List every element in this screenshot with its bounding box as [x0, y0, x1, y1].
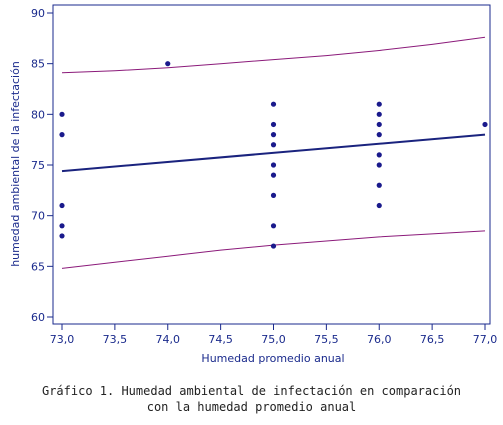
data-point: [270, 223, 277, 229]
data-point: [270, 162, 277, 168]
data-point: [376, 121, 382, 128]
data-point: [270, 192, 277, 198]
y-axis-label: humedad ambiental de la infectación: [9, 61, 22, 267]
y-tick-label: 85: [31, 58, 45, 71]
scatter-chart: 73,0 73,5 74,0 74,5 75,0 75,5 76,0 76,5 77,0 606…: [9, 4, 498, 365]
data-point: [270, 121, 277, 128]
y-axis-ticks: 60 65 70 75 80 85 90: [31, 7, 53, 324]
data-point: [270, 172, 277, 178]
regression-line-group: [61, 133, 486, 173]
y-tick-label: 75: [31, 159, 45, 172]
data-point: [270, 132, 277, 138]
data-point: [482, 121, 488, 128]
data-point: [59, 132, 65, 138]
data-points: [59, 61, 488, 249]
data-point: [165, 61, 171, 67]
caption-line-1: Gráfico 1. Humedad ambiental de infectac…: [41, 384, 462, 398]
data-point: [270, 243, 277, 249]
x-tick-label: 77,0: [473, 333, 498, 346]
x-tick-label: 76,0: [367, 333, 392, 346]
y-tick-label: 80: [31, 108, 45, 121]
data-point: [59, 233, 65, 239]
data-point: [376, 202, 382, 209]
x-axis-label: Humedad promedio anual: [201, 352, 344, 365]
regression-line: [61, 133, 486, 173]
y-tick-label: 90: [31, 7, 45, 20]
data-point: [59, 202, 65, 209]
data-point: [270, 101, 277, 107]
y-tick-label: 65: [31, 260, 45, 273]
data-point: [270, 142, 277, 148]
data-point: [376, 132, 382, 138]
data-point: [59, 111, 65, 117]
x-tick-label: 73,0: [50, 333, 75, 346]
x-tick-label: 75,5: [314, 333, 339, 346]
data-point: [376, 111, 382, 117]
x-axis-ticks: 73,0 73,5 74,0 74,5 75,0 75,5 76,0 76,5 77,0: [50, 324, 498, 346]
data-point: [59, 223, 65, 229]
data-point: [376, 162, 382, 168]
data-point: [376, 182, 382, 188]
x-tick-label: 74,5: [208, 333, 233, 346]
y-tick-label: 70: [31, 210, 45, 223]
x-tick-label: 76,5: [420, 333, 445, 346]
y-tick-label: 60: [31, 311, 45, 324]
x-tick-label: 74,0: [156, 333, 181, 346]
caption-line-2: con la humedad promedio anual: [146, 400, 357, 414]
x-tick-label: 73,5: [103, 333, 128, 346]
upper-confidence-band: [61, 36, 486, 74]
data-point: [376, 152, 382, 158]
data-point: [376, 101, 382, 107]
figure-caption: Gráfico 1. Humedad ambiental de infectac…: [0, 383, 503, 415]
x-tick-label: 75,0: [261, 333, 286, 346]
